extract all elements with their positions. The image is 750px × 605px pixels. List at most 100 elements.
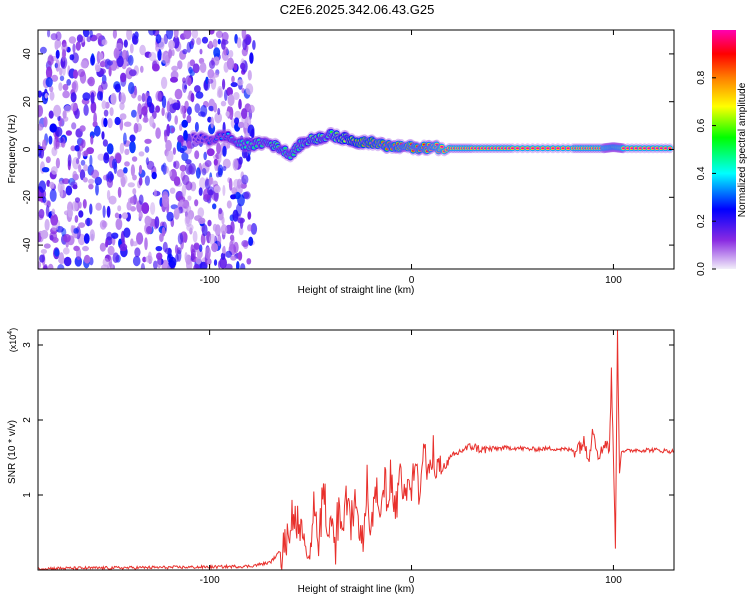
- noise-blob: [154, 216, 160, 229]
- noise-blob: [119, 243, 128, 252]
- noise-blob: [252, 40, 256, 50]
- noise-blob: [144, 215, 152, 226]
- noise-blob: [58, 252, 65, 265]
- snr-y-scale-base: (x10: [8, 335, 18, 353]
- noise-blob: [215, 224, 221, 237]
- noise-blob: [59, 75, 65, 82]
- noise-blob: [167, 111, 172, 122]
- ridge-core: [668, 147, 672, 150]
- noise-blob: [44, 219, 50, 231]
- noise-blob: [88, 178, 95, 185]
- noise-blob: [226, 143, 231, 149]
- noise-blob: [83, 233, 90, 244]
- ridge-core: [647, 147, 651, 150]
- noise-blob: [142, 256, 147, 263]
- noise-blob: [65, 130, 72, 136]
- noise-blob: [187, 195, 192, 201]
- noise-blob: [166, 30, 174, 40]
- noise-blob: [140, 65, 144, 73]
- colorbar-tick-label: 0.6: [696, 118, 707, 132]
- noise-blob: [205, 246, 211, 260]
- y-tick-label: 2: [22, 417, 33, 423]
- x-tick-label: 100: [605, 275, 622, 286]
- ridge-core: [556, 147, 560, 150]
- noise-blob: [248, 104, 255, 114]
- noise-blob: [233, 241, 239, 254]
- spectrogram-x-ticks: -100 0 100: [200, 30, 622, 286]
- noise-blob: [186, 114, 192, 124]
- noise-blob: [174, 244, 179, 255]
- noise-blob: [177, 232, 184, 245]
- noise-blob: [218, 207, 223, 215]
- noise-blob: [38, 208, 45, 219]
- ridge-core: [638, 147, 642, 150]
- noise-blob: [48, 135, 53, 145]
- noise-blob: [236, 261, 240, 269]
- noise-blob: [161, 107, 165, 117]
- noise-blob: [179, 123, 183, 131]
- noise-blob: [203, 151, 207, 161]
- noise-blob: [208, 176, 213, 186]
- noise-blob: [241, 240, 249, 247]
- noise-blob: [75, 158, 80, 165]
- noise-blob: [221, 38, 226, 50]
- noise-blob: [106, 205, 111, 218]
- colorbar: 0.0 0.2 0.4 0.6 0.8 Normalized spectral ampl…: [696, 30, 748, 276]
- ridge-core: [621, 147, 626, 150]
- noise-blob: [238, 227, 244, 236]
- noise-blob: [120, 174, 128, 185]
- noise-blob: [149, 115, 155, 127]
- noise-blob: [171, 65, 179, 72]
- noise-blob: [66, 79, 72, 86]
- ridge-core: [651, 147, 655, 150]
- noise-blob: [247, 211, 252, 220]
- noise-blob: [40, 249, 48, 254]
- noise-blob: [131, 156, 138, 162]
- noise-blob: [62, 83, 69, 91]
- noise-blob: [101, 131, 105, 140]
- noise-blob: [106, 189, 111, 201]
- noise-blob: [61, 178, 70, 185]
- ridge-core: [546, 147, 550, 150]
- spectrogram-panel: -100 0 100 -40 -20 0 20 40 Height of straight …: [7, 29, 675, 296]
- noise-blob: [194, 103, 201, 114]
- noise-blob: [168, 170, 173, 177]
- figure-title: C2E6.2025.342.06.43.G25: [279, 2, 435, 17]
- noise-blob: [72, 43, 76, 54]
- noise-blob: [145, 157, 149, 166]
- noise-blob: [89, 203, 93, 215]
- spectrogram-y-ticks: -40 -20 0 20 40: [22, 48, 674, 252]
- noise-blob: [63, 105, 72, 113]
- noise-blob: [95, 183, 99, 196]
- noise-blob: [42, 196, 47, 203]
- noise-blob: [241, 30, 247, 40]
- noise-blob: [47, 263, 54, 269]
- noise-blob: [50, 213, 59, 226]
- noise-blob: [86, 217, 90, 227]
- noise-blob: [91, 169, 100, 179]
- noise-blob: [184, 100, 189, 110]
- noise-blob: [102, 139, 108, 147]
- noise-blob: [62, 110, 67, 119]
- noise-blob: [233, 92, 240, 100]
- noise-blob: [150, 202, 156, 215]
- noise-blob: [220, 252, 226, 260]
- noise-blob: [161, 226, 166, 237]
- noise-blob: [249, 52, 254, 64]
- noise-blob: [118, 213, 122, 219]
- ridge-core: [283, 147, 287, 150]
- noise-blob: [114, 83, 121, 93]
- noise-blob: [111, 232, 119, 239]
- noise-blob: [153, 189, 157, 197]
- noise-blob: [119, 113, 127, 120]
- noise-blob: [173, 176, 181, 187]
- noise-blob: [170, 76, 178, 83]
- ridge-core: [288, 156, 292, 159]
- noise-blob: [240, 62, 246, 70]
- noise-blob: [114, 116, 121, 126]
- noise-blob: [195, 167, 201, 179]
- noise-blob: [241, 47, 248, 57]
- noise-blob: [47, 30, 51, 38]
- ridge-core: [411, 149, 415, 152]
- noise-blob: [58, 82, 63, 91]
